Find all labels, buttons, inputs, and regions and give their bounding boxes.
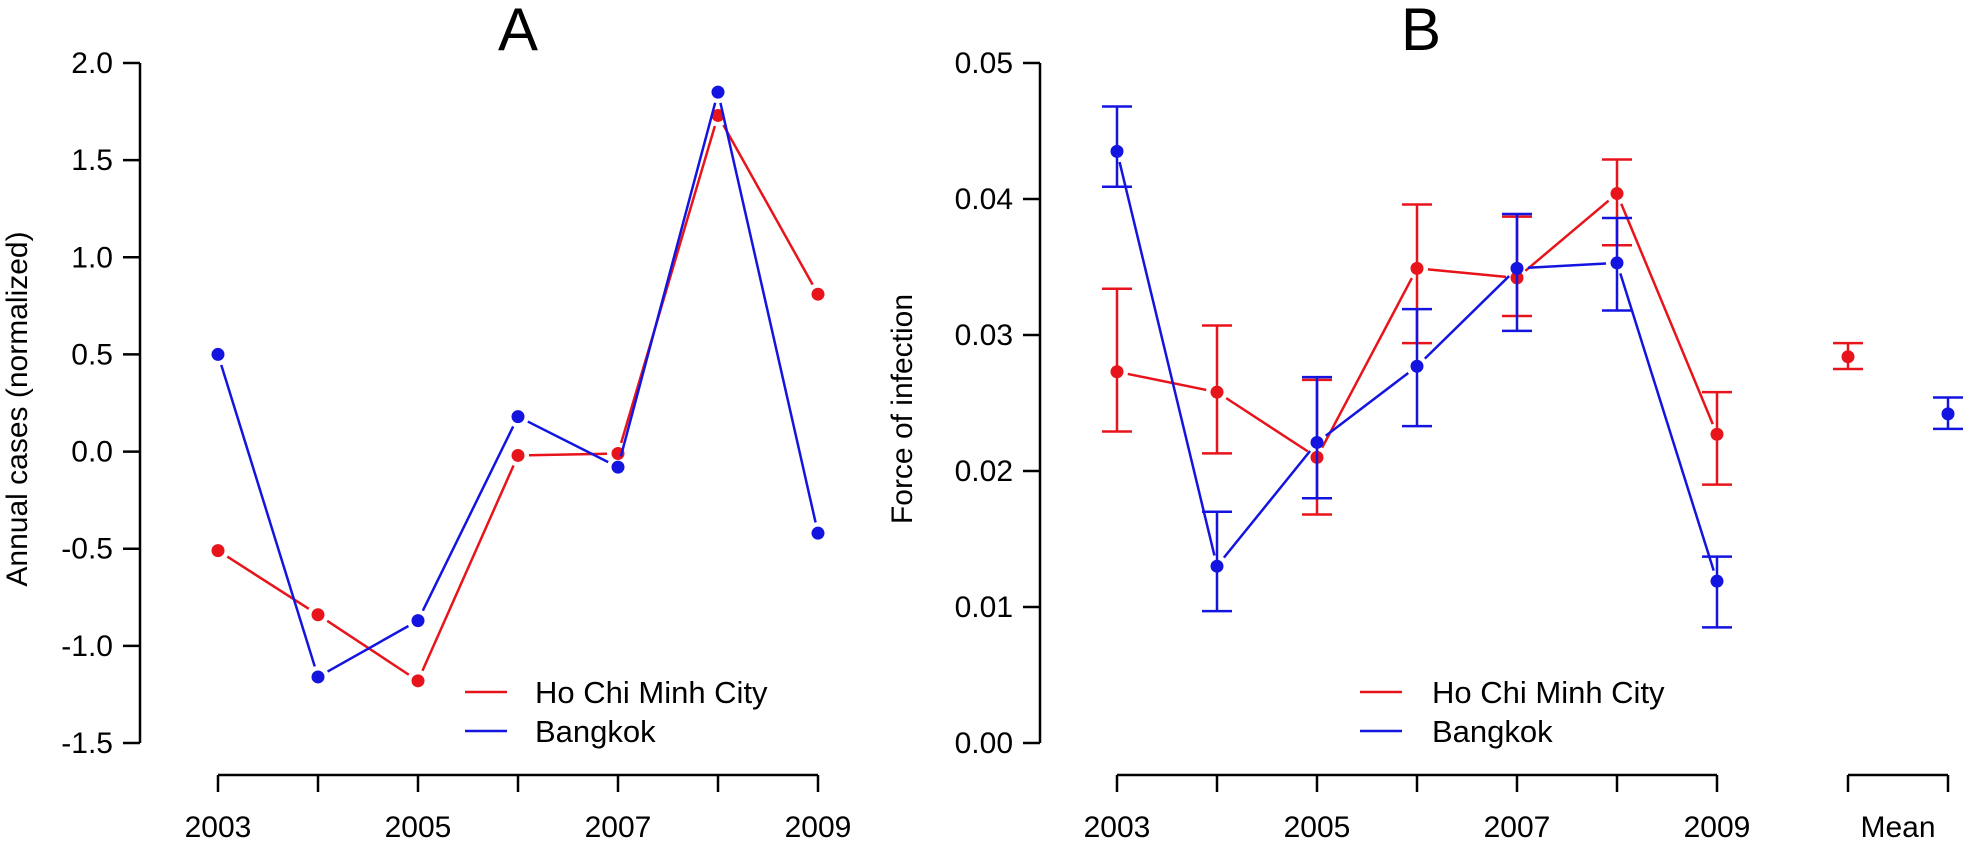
panel-b-legend-label: Bangkok (1432, 714, 1553, 749)
panel-b-series-ho-chi-minh-city-point (1210, 385, 1224, 399)
panel-b-y-tick-label: 0.05 (955, 47, 1013, 80)
panel-a-series-ho-chi-minh-city-line-segment (619, 125, 717, 444)
panel-a-series-ho-chi-minh-city-point (811, 287, 825, 301)
panel-a-x-tick-label: 2007 (585, 811, 652, 843)
panel-b-series-bangkok-line-segment (1527, 262, 1607, 270)
panel-a-series-bangkok-line-segment (326, 624, 410, 673)
panel-b-y-tick-label: 0.03 (955, 319, 1013, 352)
panel-b-series-bangkok-line-segment (1222, 450, 1312, 559)
panel-a-y-tick-label: -0.5 (61, 533, 113, 566)
panel-b-series-bangkok-mean-point (1941, 407, 1955, 421)
panel-a-series-bangkok-line-segment (421, 425, 515, 612)
panel-b-series-bangkok-point (1210, 559, 1224, 573)
panel-a-legend-label: Ho Chi Minh City (535, 675, 768, 710)
panel-a-series-bangkok-point (511, 410, 525, 424)
panel-a-series-ho-chi-minh-city-line-segment (421, 465, 515, 672)
panel-b-x-tick-label: 2009 (1684, 811, 1751, 843)
panel-b-series-ho-chi-minh-city-line-segment (1321, 277, 1413, 449)
panel-a-series-bangkok-line-segment (527, 420, 609, 464)
panel-b-title: B (1401, 0, 1441, 63)
panel-b-x-tick-label: 2003 (1084, 811, 1151, 843)
panel-a-series-ho-chi-minh-city-line-segment (226, 555, 310, 610)
panel-b-legend-label: Ho Chi Minh City (1432, 675, 1665, 710)
panel-a-series-bangkok-line-segment (619, 102, 717, 457)
panel-b-y-tick-label: 0.00 (955, 727, 1013, 760)
panel-b-series-bangkok-line-segment (1423, 275, 1511, 360)
panel-a-series-bangkok-point (411, 614, 425, 628)
panel-b-series-ho-chi-minh-city-point (1610, 187, 1624, 201)
panel-b-series-ho-chi-minh-city-line-segment (1427, 268, 1507, 279)
panel-b-x-tick-label: 2005 (1284, 811, 1351, 843)
panel-a-series-bangkok-line-segment (220, 364, 316, 667)
panel-a-series-ho-chi-minh-city-point (311, 608, 325, 622)
panel-b-series-bangkok-line-segment (1118, 161, 1216, 556)
panel-b-series-ho-chi-minh-city-point (1710, 427, 1724, 441)
panel-b-series-ho-chi-minh-city-line-segment (1524, 199, 1610, 272)
panel-b-series-bangkok-point (1310, 435, 1324, 449)
panel-b-series-bangkok-point (1110, 144, 1124, 158)
panel-b-series-bangkok-line-segment (1324, 371, 1410, 437)
panel-a-legend-label: Bangkok (535, 714, 656, 749)
panel-a-series-bangkok-point (211, 347, 225, 361)
panel-b-series-bangkok-point (1410, 359, 1424, 373)
panel-b-series-ho-chi-minh-city-line-segment (1225, 397, 1309, 453)
panel-a-series-ho-chi-minh-city-line-segment (722, 124, 814, 286)
panel-a-series-ho-chi-minh-city-point (211, 544, 225, 558)
panel-b-series-bangkok-line-segment (1619, 273, 1715, 572)
panel-a-y-tick-label: 1.5 (71, 144, 113, 177)
panel-b-series-bangkok-point (1510, 261, 1524, 275)
panel-b-series-ho-chi-minh-city-point (1110, 365, 1124, 379)
panel-b-y-tick-label: 0.01 (955, 591, 1013, 624)
panel-b-series-ho-chi-minh-city-point (1410, 261, 1424, 275)
panel-b-series-bangkok-point (1610, 256, 1624, 270)
panel-a-title: A (498, 0, 538, 63)
panel-a-series-bangkok-point (711, 85, 725, 99)
panel-a-y-tick-label: 2.0 (71, 47, 113, 80)
panel-b-series-ho-chi-minh-city-line-segment (1620, 203, 1714, 425)
panel-a-y-tick-label: 0.0 (71, 436, 113, 469)
panel-b-y-tick-label: 0.04 (955, 183, 1013, 216)
chart-marks: -1.5 -1.0 -0.5 0.0 0.5 1.0 1.5 2.0 2003 2005 2007 2… (61, 47, 1963, 843)
panel-a-y-axis-label: Annual cases (normalized) (1, 231, 34, 586)
panel-a-y-tick-label: -1.5 (61, 727, 113, 760)
panel-a-y-tick-label: 0.5 (71, 338, 113, 371)
panel-a-y-tick-label: -1.0 (61, 630, 113, 663)
panel-a-series-bangkok-point (811, 526, 825, 540)
panel-a-x-tick-label: 2009 (785, 811, 852, 843)
panel-a-x-tick-label: 2003 (185, 811, 252, 843)
panel-a-x-tick-label: 2005 (385, 811, 452, 843)
panel-a-series-bangkok-point (311, 670, 325, 684)
panel-a-series-ho-chi-minh-city-point (711, 108, 725, 122)
panel-b-series-ho-chi-minh-city-mean-point (1841, 350, 1855, 364)
panel-b-series-ho-chi-minh-city-line-segment (1127, 372, 1207, 392)
panel-a-series-bangkok-line-segment (719, 102, 817, 523)
panel-a-series-ho-chi-minh-city-point (511, 448, 525, 462)
panel-b-series-bangkok-point (1710, 574, 1724, 588)
panel-b-mean-label: Mean (1860, 811, 1935, 843)
panel-a-series-bangkok-point (611, 460, 625, 474)
panel-b-x-tick-label: 2007 (1484, 811, 1551, 843)
panel-a-y-tick-label: 1.0 (71, 241, 113, 274)
panel-b-y-axis-label: Force of infection (886, 294, 919, 524)
panel-b-y-tick-label: 0.02 (955, 455, 1013, 488)
panel-a-series-ho-chi-minh-city-point (411, 674, 425, 688)
